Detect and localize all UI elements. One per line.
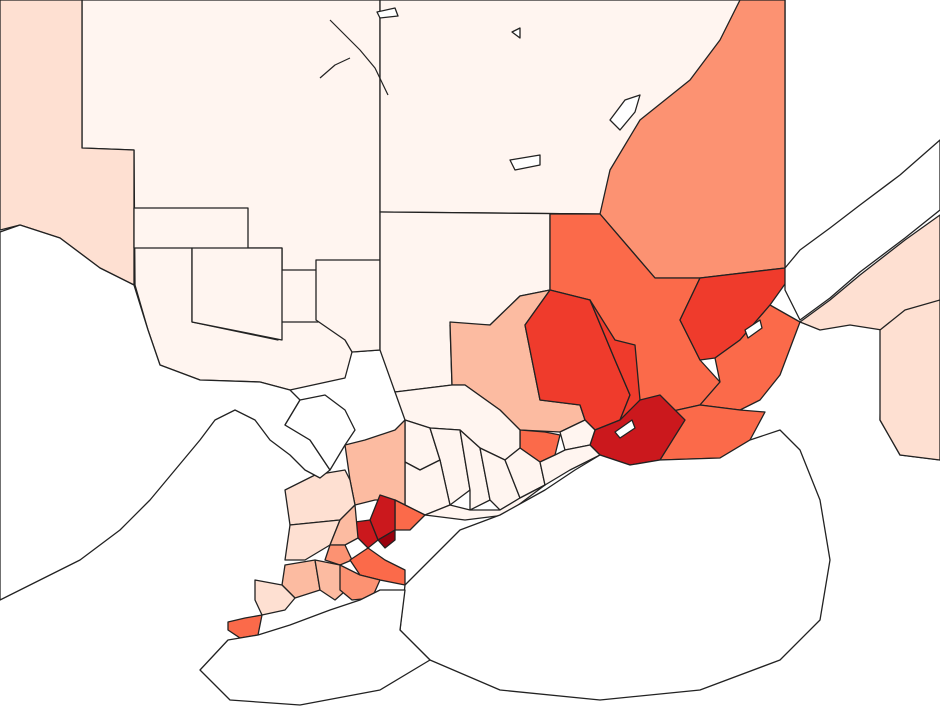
region-central-ont-1 [429, 427, 471, 506]
region-eastern-ontario-small [559, 419, 596, 451]
island-orleans [744, 319, 763, 339]
island-3 [511, 27, 521, 39]
georgian-bay-water [284, 394, 356, 471]
region-sw-ont-2 [329, 504, 359, 546]
region-london-area [281, 559, 321, 599]
region-central-ont-2 [459, 429, 491, 511]
region-quebec-east [699, 304, 801, 411]
island-1 [609, 94, 641, 131]
lake-erie [199, 589, 431, 706]
region-sw-ont-3 [324, 544, 353, 566]
lake-huron [0, 224, 331, 601]
island-2 [509, 154, 541, 171]
lake-ontario [399, 429, 831, 701]
region-nw-block-b [191, 247, 283, 341]
region-lake-ontario-shore [424, 484, 546, 521]
region-sw-ont-1 [284, 519, 341, 561]
st-lawrence-estuary [784, 139, 940, 321]
island-montreal [614, 419, 636, 439]
region-gaspe [879, 299, 940, 461]
region-lambton [254, 579, 296, 616]
region-toronto [377, 529, 396, 549]
coastline-north-river [319, 57, 351, 79]
region-eastern-ont [539, 444, 601, 486]
coastline-lake-nipigon [329, 19, 389, 96]
island-4 [376, 7, 399, 19]
